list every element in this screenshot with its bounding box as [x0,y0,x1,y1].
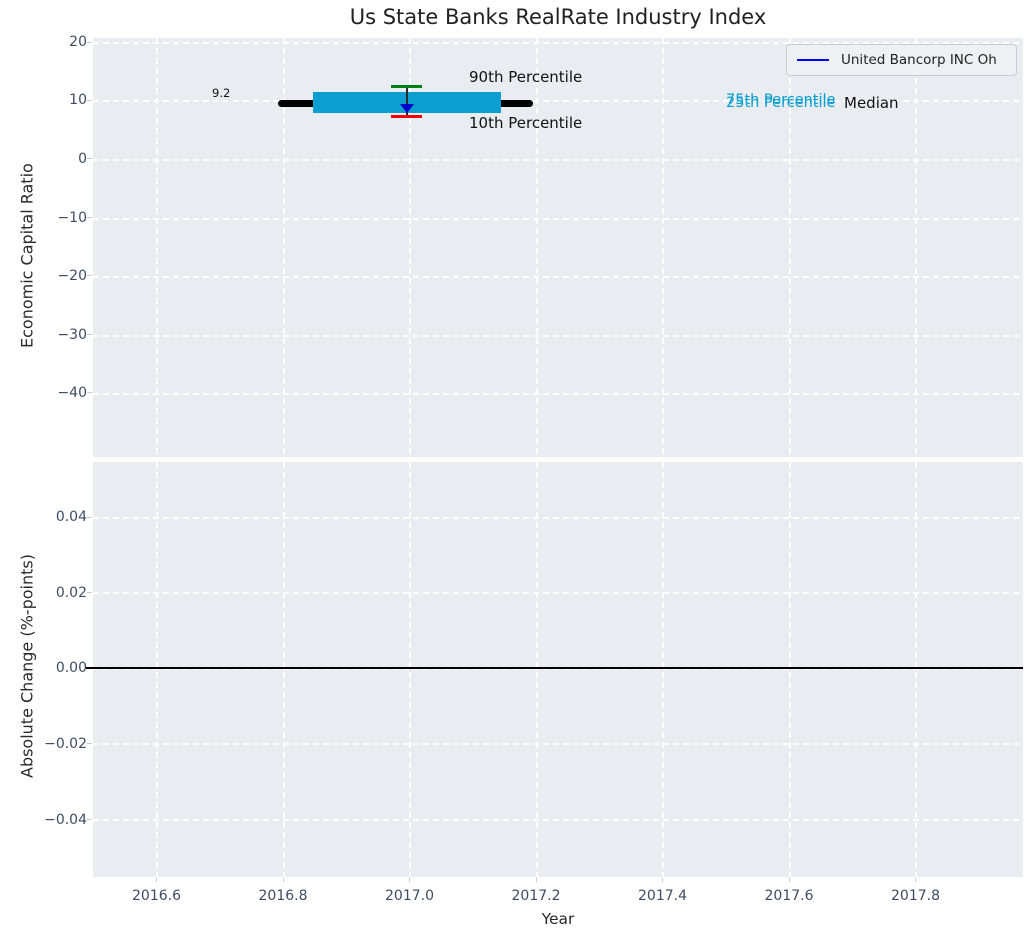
top-axes: 90th Percentile 10th Percentile 75th Per… [93,38,1023,457]
legend-line-swatch [797,58,829,62]
ytick-top: −20 [57,268,87,284]
ytick-top: 20 [69,34,87,50]
y-axis-label-top: Economic Capital Ratio [17,163,37,349]
gridline-h [93,517,1023,519]
ytick-top: −10 [57,210,87,226]
p10-cap [391,114,422,118]
gridline-v [156,462,158,877]
xtick: 2017.4 [638,888,687,904]
tick-mark [87,158,92,160]
xtick: 2017.0 [385,888,434,904]
tick-mark [87,592,92,594]
chart-title: Us State Banks RealRate Industry Index [349,5,767,29]
ytick-top: 0 [78,151,87,167]
gridline-h [93,335,1023,337]
tick-mark [87,333,92,335]
xtick: 2017.2 [511,888,561,904]
gridline-v [536,38,538,457]
ytick-bottom: −0.02 [44,736,87,752]
gridline-h [93,42,1023,44]
gridline-v [409,38,411,457]
annotation-median: Median [844,94,899,112]
tick-mark [87,41,92,43]
annotation-25th-percentile: 25th Percentile [726,95,836,111]
tick-mark-zero [86,667,93,670]
legend: United Bancorp INC Oh [786,44,1017,76]
gridline-v [915,462,917,877]
ytick-bottom: −0.04 [44,812,87,828]
gridline-v [156,38,158,457]
ytick-bottom: 0.02 [55,585,87,601]
tick-mark [915,877,917,882]
tick-mark [156,877,158,882]
tick-mark [87,818,92,820]
annotation-90th-percentile: 90th Percentile [469,68,583,86]
tick-mark [87,392,92,394]
xtick: 2016.8 [258,888,308,904]
gridline-h [93,100,1023,102]
whisker-line [406,85,408,116]
gridline-h [93,393,1023,395]
annotation-75th-percentile: 75th Percentile [726,92,836,108]
xtick: 2017.8 [891,888,940,904]
gridline-v [915,38,917,457]
company-marker-triangle-down-icon [399,104,414,113]
gridline-v [789,462,791,877]
xtick: 2016.6 [132,888,181,904]
tick-mark [662,877,664,882]
gridline-v [536,462,538,877]
gridline-h [93,592,1023,594]
zero-change-line [93,667,1023,670]
annotation-10th-percentile: 10th Percentile [469,114,583,132]
tick-mark [87,742,92,744]
gridline-h [93,159,1023,161]
xtick: 2017.6 [764,888,814,904]
gridline-v [789,38,791,457]
gridline-v [283,462,285,877]
tick-mark [87,99,92,101]
ytick-bottom: 0.04 [55,509,87,525]
gridline-h [93,743,1023,745]
gridline-v [283,38,285,457]
ytick-top: −40 [57,385,87,401]
gridline-v [409,462,411,877]
y-axis-label-bottom: Absolute Change (%-points) [17,554,37,778]
x-axis-label: Year [541,910,575,928]
gridline-h [93,276,1023,278]
tick-mark [536,877,538,882]
tick-mark [789,877,791,882]
annotation-value-9-2: 9.2 [212,86,231,100]
gridline-h [93,218,1023,220]
bottom-axes [93,462,1023,877]
tick-mark [283,877,285,882]
tick-mark [87,216,92,218]
tick-mark [87,275,92,277]
gridline-v [662,38,664,457]
ytick-top: −30 [57,327,87,343]
tick-mark [87,516,92,518]
p90-cap [391,84,422,88]
gridline-h [93,819,1023,821]
gridline-v [662,462,664,877]
legend-label: United Bancorp INC Oh [841,52,997,68]
tick-mark [409,877,411,882]
ytick-bottom: 0.00 [55,660,87,676]
ytick-top: 10 [69,92,87,108]
